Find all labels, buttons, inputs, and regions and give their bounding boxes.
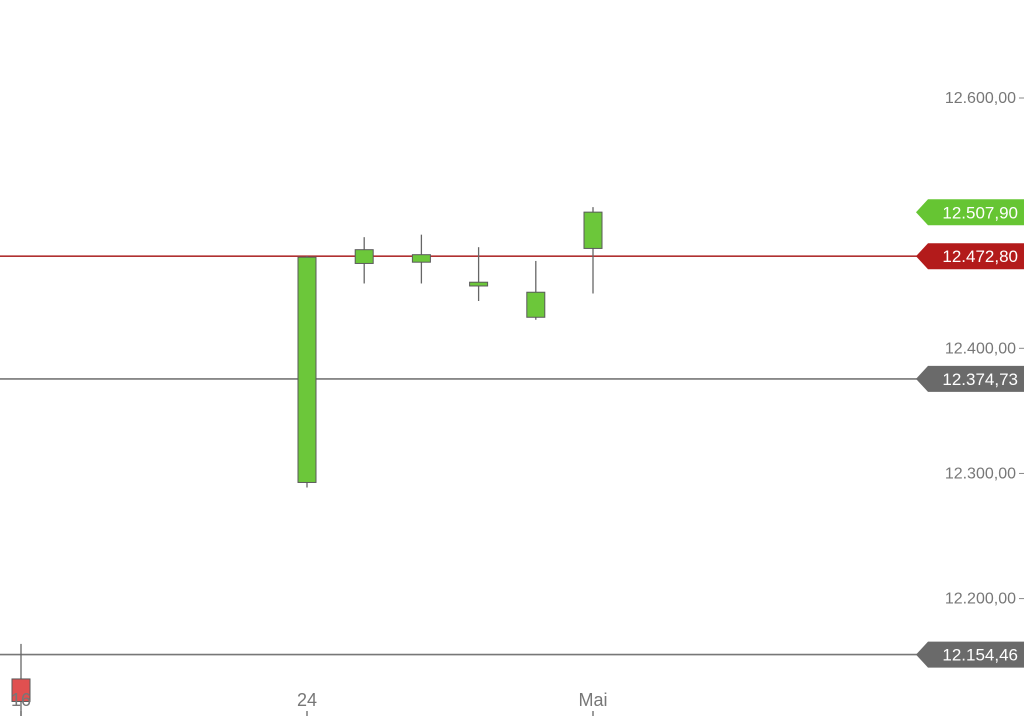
candle bbox=[354, 237, 374, 284]
price-tag: 12.374,73 bbox=[916, 365, 1024, 392]
price-tag-shape bbox=[916, 199, 1024, 226]
price-tag-label: 12.472,80 bbox=[942, 247, 1018, 266]
price-tag-label: 12.507,90 bbox=[942, 203, 1018, 222]
candle-body bbox=[297, 256, 317, 483]
candles bbox=[11, 207, 603, 716]
candle-body bbox=[411, 254, 431, 263]
price-tag-label: 12.374,73 bbox=[942, 370, 1018, 389]
reference-lines bbox=[0, 255, 1024, 656]
price-tag: 12.507,90 bbox=[916, 199, 1024, 226]
candle bbox=[526, 260, 546, 320]
candle bbox=[11, 643, 31, 716]
candle bbox=[411, 234, 431, 284]
x-axis: 16 24 Mai bbox=[11, 690, 608, 716]
y-tick-label: 12.200,00 bbox=[945, 591, 1016, 608]
y-tick-label: 12.300,00 bbox=[945, 465, 1016, 482]
candle-body bbox=[583, 211, 603, 249]
candle bbox=[583, 207, 603, 294]
price-tags: 12.472,80 12.374,73 12.154,46 12.507,90 bbox=[916, 199, 1024, 668]
candle-body bbox=[11, 678, 31, 702]
price-tag: 12.154,46 bbox=[916, 641, 1024, 668]
price-tag: 12.472,80 bbox=[916, 243, 1024, 270]
x-tick-label: 24 bbox=[297, 690, 317, 710]
x-tick-label: Mai bbox=[578, 690, 607, 710]
candle bbox=[469, 247, 489, 301]
candle-body bbox=[526, 291, 546, 318]
y-tick-label: 12.400,00 bbox=[945, 340, 1016, 357]
price-tag-label: 12.154,46 bbox=[942, 646, 1018, 665]
candle bbox=[297, 255, 317, 488]
price-tag-shape bbox=[916, 243, 1024, 270]
y-axis: 12.600,00 12.400,00 12.300,00 12.200,00 bbox=[945, 90, 1024, 608]
y-tick-label: 12.600,00 bbox=[945, 90, 1016, 107]
candle-body bbox=[469, 281, 489, 287]
x-tick-label: 16 bbox=[11, 690, 31, 710]
price-tag-shape bbox=[916, 641, 1024, 668]
candle-body bbox=[354, 249, 374, 264]
price-tag-shape bbox=[916, 365, 1024, 392]
